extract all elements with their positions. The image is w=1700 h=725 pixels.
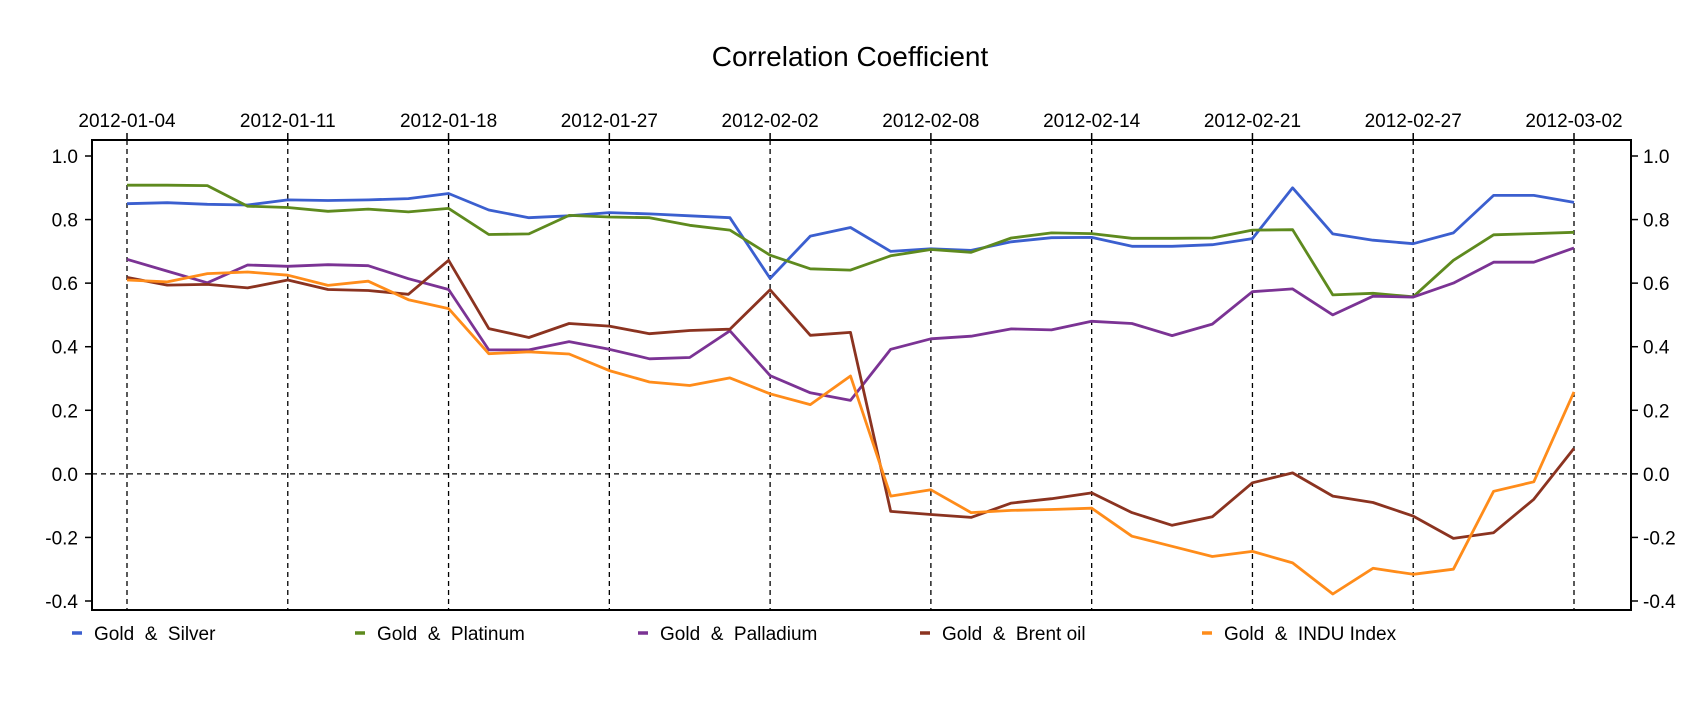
x-tick-label: 2012-02-08	[882, 111, 979, 132]
series-line-1	[126, 186, 1575, 280]
series-line-5	[126, 270, 1576, 596]
y-tick-label-left: -0.2	[45, 528, 78, 549]
y-tick-label-left: 0.4	[52, 338, 79, 359]
series-line-4	[126, 258, 1576, 540]
y-tick-label-left: 0.0	[52, 465, 78, 486]
y-tick-label-left: -0.4	[45, 592, 78, 613]
legend-label: Gold & Palladium	[660, 624, 817, 645]
x-tick-label: 2012-02-14	[1043, 111, 1141, 132]
x-tick-label: 2012-02-02	[722, 111, 819, 132]
y-tick-label-right: 0.2	[1643, 401, 1669, 422]
grid-lines	[92, 140, 1631, 610]
x-tick-label: 2012-01-27	[561, 111, 658, 132]
legend-label: Gold & Brent oil	[942, 624, 1086, 645]
y-tick-label-left: 1.0	[52, 147, 78, 168]
x-tick-label: 2012-02-21	[1204, 111, 1301, 132]
y-tick-label-right: 0.4	[1643, 338, 1670, 359]
y-tick-label-right: 0.0	[1643, 465, 1669, 486]
y-tick-label-right: 0.6	[1643, 274, 1669, 295]
y-tick-label-right: -0.4	[1643, 592, 1676, 613]
legend-label: Gold & INDU Index	[1224, 624, 1397, 645]
x-tick-label: 2012-02-27	[1365, 111, 1462, 132]
series-line-2	[127, 183, 1575, 299]
chart-title: Correlation Coefficient	[712, 41, 989, 72]
series-line-3	[126, 246, 1575, 402]
y-tick-label-left: 0.2	[52, 401, 78, 422]
legend-label: Gold & Platinum	[377, 624, 525, 645]
axis-ticks: 2012-01-04 2012-01-11 2012-01-18 2012-01-27…	[45, 111, 1676, 613]
legend: Gold & Silver Gold & Platinum Gold & Palla…	[72, 624, 1397, 645]
y-tick-label-right: 0.8	[1643, 211, 1669, 232]
x-tick-label: 2012-01-11	[240, 111, 336, 132]
plot-frame	[91, 139, 1632, 611]
x-tick-label: 2012-01-04	[78, 111, 176, 132]
x-tick-label: 2012-01-18	[400, 111, 497, 132]
y-tick-label-left: 0.8	[52, 211, 78, 232]
legend-label: Gold & Silver	[94, 624, 216, 645]
y-tick-label-right: -0.2	[1643, 528, 1676, 549]
y-tick-label-left: 0.6	[52, 274, 78, 295]
x-tick-label: 2012-03-02	[1525, 111, 1622, 132]
series-lines	[126, 183, 1576, 596]
y-tick-label-right: 1.0	[1643, 147, 1669, 168]
